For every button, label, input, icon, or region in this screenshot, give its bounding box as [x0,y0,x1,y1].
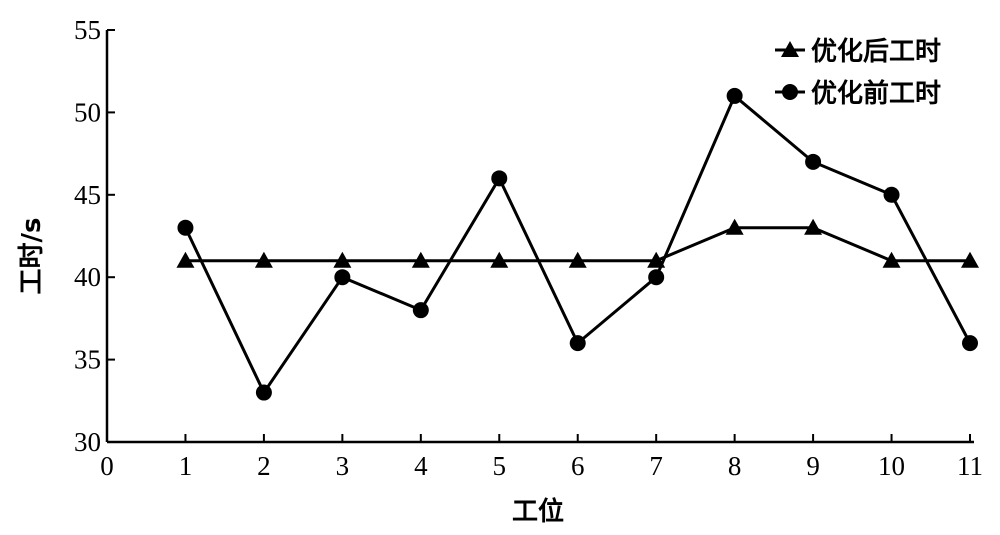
x-axis-label: 工位 [512,496,564,527]
legend-label: 优化前工时 [811,78,941,109]
data-point [412,302,429,319]
x-tick-label: 4 [414,451,428,481]
x-tick-label: 0 [100,451,114,481]
data-point [490,251,509,268]
data-point [725,218,744,235]
data-point [333,251,352,268]
data-point [411,251,430,268]
x-tick-label: 7 [649,451,663,481]
x-tick-label: 8 [728,451,742,481]
data-point [805,153,822,170]
x-tick-label: 2 [257,451,271,481]
data-point [176,251,195,268]
y-axis-label: 工时/s [17,218,47,295]
y-tick-label: 30 [74,427,101,457]
y-tick-label: 50 [74,97,101,127]
x-tick-label: 5 [493,451,507,481]
y-tick-label: 45 [74,180,101,210]
x-tick-label: 3 [336,451,350,481]
legend-marker [782,84,798,100]
data-point [255,384,272,401]
data-point [569,335,586,352]
x-tick-label: 9 [806,451,820,481]
data-point [254,251,273,268]
data-point [491,170,508,187]
x-tick-label: 6 [571,451,585,481]
data-point [648,269,665,286]
data-point [568,251,587,268]
legend-marker [781,41,799,57]
data-point [177,219,194,236]
data-point [726,87,743,104]
data-point [883,186,900,203]
y-tick-label: 40 [74,262,101,292]
legend-label: 优化后工时 [811,37,941,67]
x-tick-label: 1 [179,451,193,481]
y-tick-label: 55 [74,15,101,45]
data-point [334,269,351,286]
data-point [804,218,823,235]
x-tick-label: 11 [957,451,983,481]
data-point [882,251,901,268]
data-point [961,251,979,268]
x-tick-label: 10 [878,451,905,481]
y-tick-label: 35 [74,345,101,375]
data-point [962,335,978,352]
